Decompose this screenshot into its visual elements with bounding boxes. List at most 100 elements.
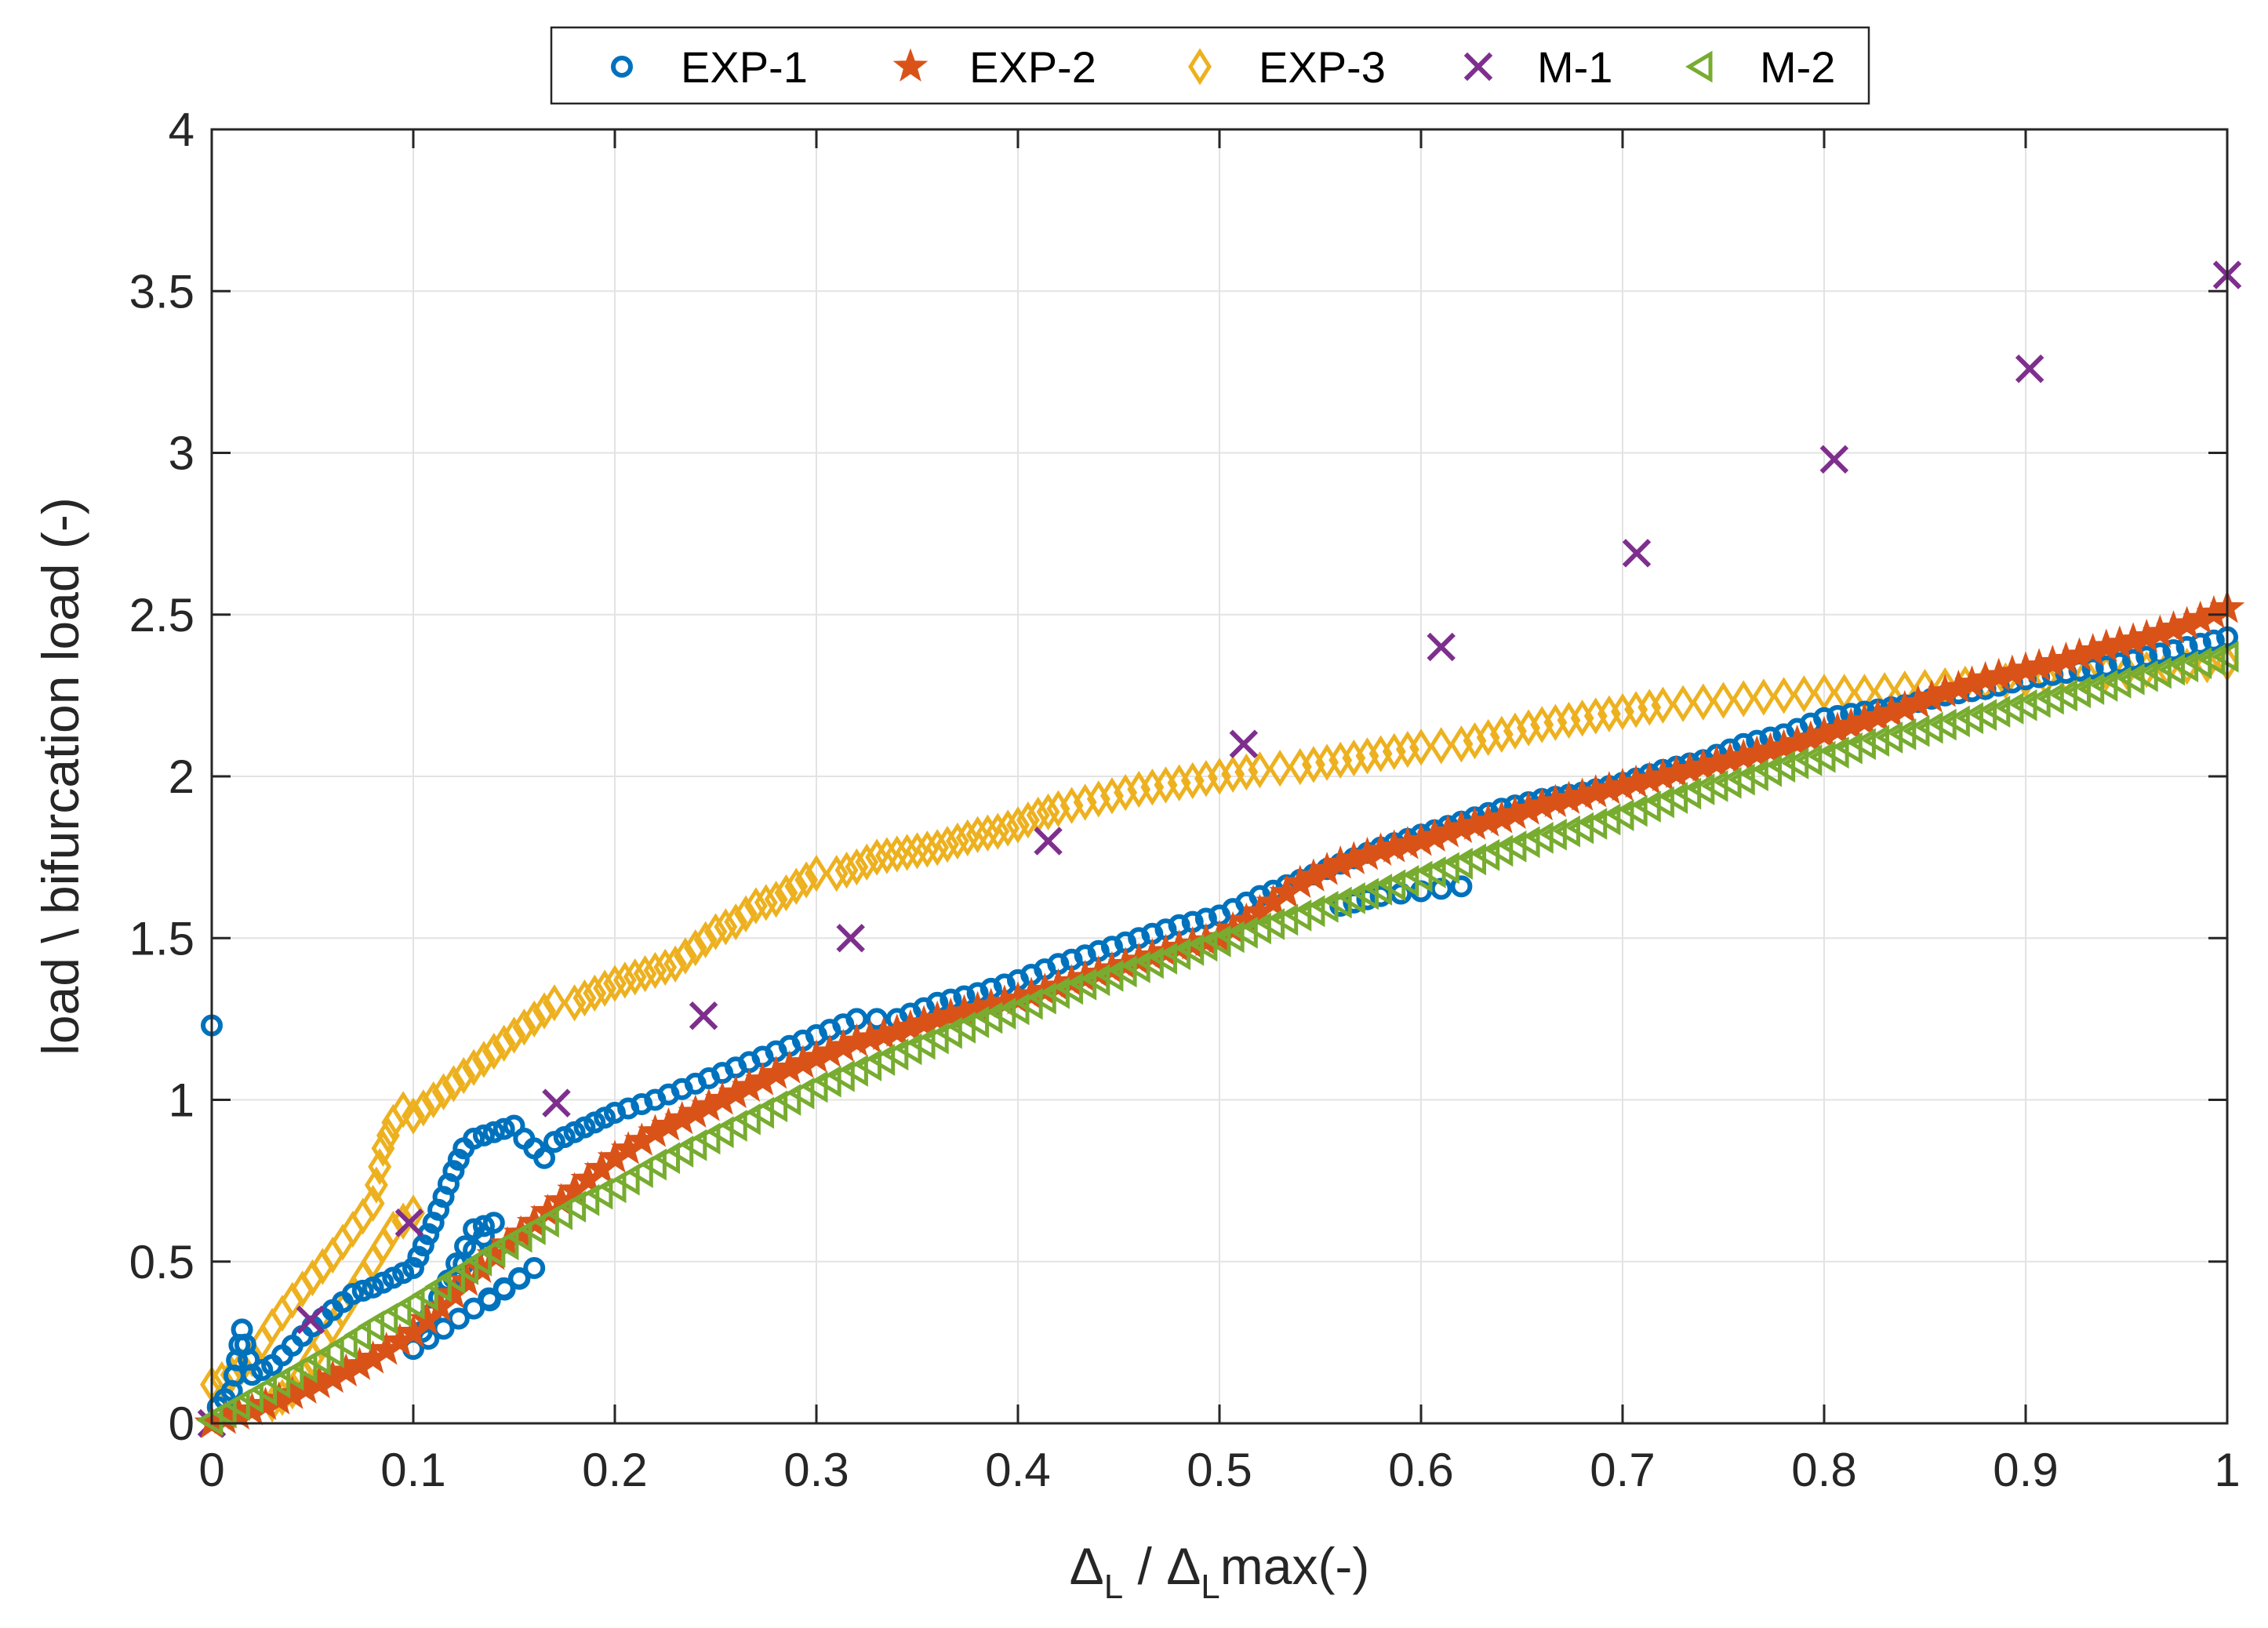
legend-marker-exp-1 bbox=[611, 56, 633, 78]
point-exp-3 bbox=[633, 954, 657, 993]
x-tick-label: 0.9 bbox=[1993, 1444, 2058, 1496]
point-exp-3 bbox=[724, 903, 748, 941]
data-marks bbox=[194, 260, 2245, 1438]
point-m-2 bbox=[398, 1287, 425, 1320]
y-tick-label: 3 bbox=[169, 427, 194, 480]
point-exp-1 bbox=[2202, 629, 2225, 652]
point-exp-1 bbox=[407, 1245, 430, 1268]
point-exp-3 bbox=[1671, 685, 1696, 722]
point-exp-1 bbox=[447, 1148, 470, 1171]
point-exp-3 bbox=[1751, 678, 1776, 716]
point-exp-3 bbox=[693, 921, 718, 958]
point-m-2 bbox=[343, 1318, 371, 1351]
point-exp-3 bbox=[603, 965, 627, 1002]
point-exp-1 bbox=[2122, 649, 2145, 671]
point-m-2 bbox=[464, 1244, 492, 1277]
point-exp-3 bbox=[874, 837, 899, 874]
point-exp-3 bbox=[743, 887, 768, 925]
point-m-1 bbox=[1427, 632, 1456, 662]
point-exp-3 bbox=[1268, 750, 1292, 787]
point-exp-1 bbox=[1450, 875, 1473, 898]
y-tick-label: 2.5 bbox=[129, 589, 194, 641]
point-m-2 bbox=[518, 1213, 546, 1245]
x-tick-label: 0.1 bbox=[380, 1444, 445, 1496]
point-exp-1 bbox=[442, 1160, 465, 1183]
legend-marker-exp-3 bbox=[1188, 48, 1212, 85]
point-m-1 bbox=[394, 1208, 424, 1237]
point-exp-1 bbox=[472, 1215, 495, 1237]
point-m-2 bbox=[236, 1381, 264, 1414]
point-exp-3 bbox=[1933, 667, 1957, 705]
y-tick-label: 1 bbox=[169, 1074, 194, 1127]
point-exp-3 bbox=[643, 951, 667, 990]
point-m-2 bbox=[330, 1327, 358, 1360]
point-m-2 bbox=[451, 1252, 479, 1285]
point-m-2 bbox=[612, 1163, 640, 1196]
point-exp-3 bbox=[612, 961, 637, 999]
point-exp-3 bbox=[965, 816, 990, 853]
point-exp-3 bbox=[986, 812, 1010, 850]
point-exp-3 bbox=[805, 855, 828, 892]
point-exp-1 bbox=[523, 1257, 546, 1279]
point-m-2 bbox=[290, 1351, 318, 1383]
point-exp-3 bbox=[402, 1097, 425, 1135]
point-exp-1 bbox=[2095, 655, 2117, 678]
point-exp-3 bbox=[1691, 683, 1715, 721]
point-m-2 bbox=[223, 1389, 250, 1422]
point-m-2 bbox=[303, 1343, 331, 1376]
point-exp-3 bbox=[915, 830, 940, 868]
legend-label-exp-3: EXP-3 bbox=[1259, 42, 1386, 92]
point-m-1 bbox=[296, 1305, 325, 1335]
point-exp-3 bbox=[754, 884, 778, 921]
point-exp-1 bbox=[2135, 645, 2158, 668]
point-exp-1 bbox=[412, 1234, 434, 1257]
point-exp-3 bbox=[673, 937, 697, 975]
legend-label-exp-2: EXP-2 bbox=[969, 42, 1096, 92]
point-m-2 bbox=[438, 1261, 465, 1294]
point-exp-3 bbox=[683, 928, 707, 967]
point-exp-3 bbox=[945, 822, 969, 860]
point-exp-3 bbox=[834, 851, 859, 889]
point-exp-1 bbox=[866, 1008, 889, 1030]
point-exp-3 bbox=[583, 974, 607, 1012]
point-m-2 bbox=[276, 1358, 304, 1391]
point-exp-3 bbox=[1792, 675, 1816, 713]
point-exp-1 bbox=[341, 1283, 364, 1305]
point-m-2 bbox=[263, 1366, 291, 1399]
point-exp-3 bbox=[391, 1202, 416, 1240]
point-exp-3 bbox=[492, 1024, 516, 1062]
point-exp-3 bbox=[703, 913, 728, 950]
point-exp-1 bbox=[2108, 652, 2131, 674]
point-m-1 bbox=[1622, 539, 1652, 568]
point-exp-3 bbox=[532, 992, 557, 1030]
y-tick-label: 4 bbox=[169, 104, 194, 156]
point-exp-3 bbox=[2074, 656, 2099, 693]
point-exp-3 bbox=[512, 1008, 536, 1046]
point-exp-1 bbox=[507, 1266, 530, 1289]
point-exp-1 bbox=[533, 1147, 556, 1169]
point-m-2 bbox=[370, 1303, 398, 1335]
point-exp-3 bbox=[593, 969, 617, 1007]
point-exp-3 bbox=[663, 945, 688, 983]
x-label-slash: / bbox=[1123, 1537, 1166, 1595]
point-m-2 bbox=[357, 1310, 385, 1343]
point-exp-3 bbox=[955, 819, 980, 857]
y-axis-title: load \ bifurcation load (-) bbox=[31, 497, 89, 1056]
x-tick-label: 1 bbox=[2214, 1444, 2240, 1496]
x-label-sub-2: L bbox=[1201, 1568, 1219, 1606]
point-m-1 bbox=[1034, 827, 1063, 856]
point-exp-3 bbox=[411, 1089, 435, 1127]
point-exp-3 bbox=[1651, 686, 1675, 724]
point-exp-1 bbox=[492, 1277, 515, 1299]
point-exp-1 bbox=[463, 1128, 485, 1150]
point-exp-3 bbox=[562, 984, 587, 1022]
point-exp-3 bbox=[1006, 806, 1030, 844]
point-m-2 bbox=[478, 1235, 506, 1268]
point-m-2 bbox=[545, 1197, 572, 1230]
point-exp-3 bbox=[764, 881, 788, 918]
point-exp-1 bbox=[463, 1297, 485, 1320]
y-tick-label: 3.5 bbox=[129, 265, 194, 318]
point-m-2 bbox=[599, 1171, 627, 1204]
point-exp-1 bbox=[2189, 632, 2212, 655]
point-exp-3 bbox=[996, 809, 1020, 847]
